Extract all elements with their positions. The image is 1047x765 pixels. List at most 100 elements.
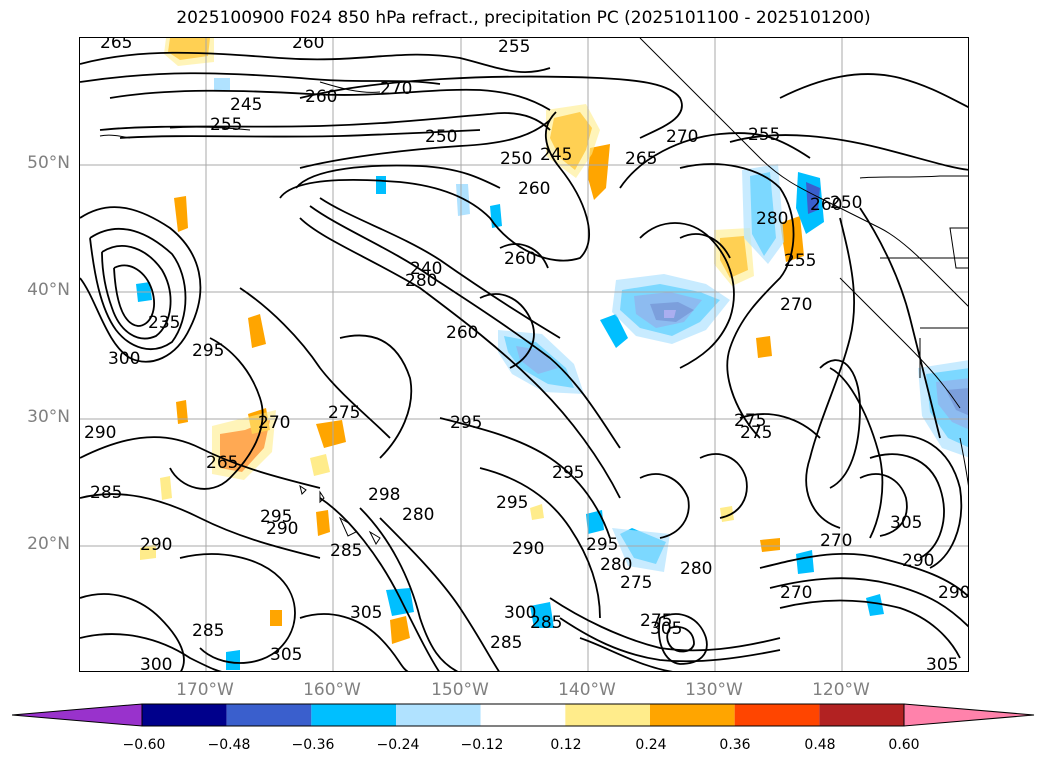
contour-label: 265 — [206, 453, 238, 473]
contour-label: 300 — [140, 655, 172, 672]
contour-label: 285 — [192, 621, 224, 641]
contour-label: 275 — [328, 403, 360, 423]
map-title: 2025100900 F024 850 hPa refract., precip… — [176, 8, 871, 28]
contour-label: 305 — [890, 513, 922, 533]
orange-blob — [168, 38, 804, 644]
contour-label: 295 — [450, 413, 482, 433]
contour-label: 270 — [380, 79, 412, 99]
colorbar-segment — [480, 704, 566, 726]
contour-label: 280 — [402, 505, 434, 525]
lat-label-40n: 40°N — [27, 280, 70, 300]
contour-label: 245 — [540, 145, 572, 165]
lon-label-160w: 160°W — [303, 680, 361, 700]
colorbar-tick: 0.24 — [635, 737, 667, 753]
colorbar-segment — [565, 704, 650, 726]
contour-label: 290 — [84, 423, 116, 443]
map-panel: 265 260 270 255 245 250 260 255 245 250 265 270 255 2… — [79, 37, 969, 672]
lon-label-150w: 150°W — [431, 680, 489, 700]
contour-label: 295 — [496, 493, 528, 513]
contour-label: 265 — [100, 38, 132, 53]
contour-label: 300 — [504, 603, 536, 623]
lon-label-120w: 120°W — [812, 680, 870, 700]
contour-label: 280 — [680, 559, 712, 579]
colorbar-segment — [396, 704, 481, 726]
contour-label: 305 — [926, 655, 958, 672]
contour-label: 235 — [148, 313, 180, 333]
colorbar-segment — [311, 704, 396, 726]
contour-label: 295 — [260, 507, 292, 527]
colorbar-segment — [142, 704, 227, 726]
contour-label: 270 — [666, 127, 698, 147]
lightblue-blob — [498, 164, 968, 572]
colorbar-tick: −0.60 — [122, 737, 166, 753]
contour-label: 285 — [90, 483, 122, 503]
colorbar-tick: 0.12 — [550, 737, 582, 753]
contour-label: 255 — [210, 115, 242, 135]
contour-label: 275 — [640, 611, 672, 631]
contour-label: 295 — [586, 535, 618, 555]
contour-label: 275 — [734, 411, 766, 431]
contour-label: 255 — [748, 125, 780, 145]
lon-label-140w: 140°W — [558, 680, 616, 700]
contour-label: 305 — [350, 603, 382, 623]
contour-label: 280 — [405, 271, 437, 291]
contour-label: 275 — [620, 573, 652, 593]
contour-label: 255 — [784, 251, 816, 271]
contour-label: 270 — [780, 295, 812, 315]
colorbar-segments — [12, 703, 1035, 727]
contour-label: 290 — [512, 539, 544, 559]
lat-label-20n: 20°N — [27, 534, 70, 554]
colorbar-segment — [650, 704, 735, 726]
colorbar-segment — [226, 704, 312, 726]
contour-label: 275 — [740, 423, 772, 443]
contour-label: 295 — [192, 341, 224, 361]
colorbar-tick: −0.48 — [207, 737, 251, 753]
contour-label: 260 — [518, 179, 550, 199]
contour-label: 245 — [230, 95, 262, 115]
colorbar-tick: −0.36 — [291, 737, 335, 753]
contour-label: 298 — [368, 485, 400, 505]
contour-label: 250 — [500, 149, 532, 169]
contour-label: 270 — [258, 413, 290, 433]
contour-label: 300 — [108, 349, 140, 369]
colorbar-tick: 0.60 — [888, 737, 920, 753]
contour-label: 285 — [530, 613, 562, 633]
lat-label-50n: 50°N — [27, 153, 70, 173]
colorbar — [12, 703, 1035, 727]
colorbar-tick: −0.12 — [460, 737, 504, 753]
contour-label: 260 — [810, 195, 842, 215]
contour-label: 260 — [446, 323, 478, 343]
colorbar-tick: −0.24 — [376, 737, 420, 753]
precip-shading — [136, 38, 968, 670]
contour-label: 270 — [780, 583, 812, 603]
lon-label-170w: 170°W — [176, 680, 234, 700]
refractivity-contours — [80, 51, 968, 671]
contour-label: 250 — [830, 193, 862, 213]
latlon-grid — [80, 38, 968, 671]
lat-label-30n: 30°N — [27, 407, 70, 427]
contour-label: 280 — [756, 209, 788, 229]
contour-label: 295 — [552, 463, 584, 483]
contour-label: 240 — [410, 259, 442, 279]
contour-label: 265 — [625, 149, 657, 169]
coastlines — [99, 38, 968, 545]
contour-label: 260 — [305, 87, 337, 107]
contour-label: 305 — [650, 619, 682, 639]
colorbar-left-arrow — [12, 703, 143, 727]
contour-label: 280 — [600, 555, 632, 575]
lon-label-130w: 130°W — [685, 680, 743, 700]
contour-label: 255 — [498, 38, 530, 57]
colorbar-segment — [734, 704, 820, 726]
colorbar-tick: 0.36 — [719, 737, 751, 753]
contour-label: 290 — [266, 519, 298, 539]
contour-label: 260 — [504, 249, 536, 269]
colorbar-segment — [819, 704, 904, 726]
contour-label: 290 — [140, 535, 172, 555]
colorbar-tick: 0.48 — [804, 737, 836, 753]
contour-label: 305 — [270, 645, 302, 665]
contour-label: 285 — [330, 541, 362, 561]
contour-label: 270 — [820, 531, 852, 551]
contour-label: 290 — [902, 551, 934, 571]
contour-label: 260 — [292, 38, 324, 53]
